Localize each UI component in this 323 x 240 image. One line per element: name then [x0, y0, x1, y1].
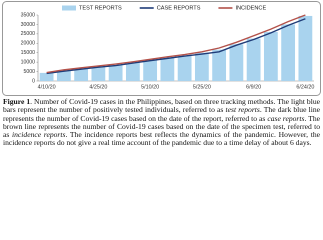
- bar: [246, 38, 261, 81]
- bar: [143, 60, 158, 81]
- bar: [212, 49, 227, 81]
- caption-text: Figure 1: [3, 97, 31, 106]
- bar: [194, 52, 209, 81]
- caption-text: case reports: [267, 113, 305, 123]
- caption-text: test reports: [225, 105, 260, 115]
- x-tick-label: 4/25/20: [89, 84, 107, 90]
- bar: [125, 62, 140, 81]
- caption-text: . The dark blue line represents the numb…: [3, 105, 320, 123]
- bar: [177, 55, 192, 81]
- legend-label: INCIDENCE: [235, 5, 266, 11]
- bar: [108, 64, 123, 81]
- x-tick-label: 5/25/20: [193, 84, 211, 90]
- caption-text: . Number of Covid-19 cases in the Philip…: [3, 97, 320, 115]
- x-tick-label: 4/10/20: [38, 84, 56, 90]
- bar: [56, 70, 71, 81]
- y-tick-label: 15000: [21, 50, 36, 56]
- line: [46, 14, 306, 74]
- caption-text: incidence reports: [12, 130, 66, 140]
- figure-chart: 0 5000 10000 15000 20000 25000 30000 35000 4/10/…: [2, 1, 321, 96]
- legend-swatch: [62, 5, 76, 11]
- bar: [229, 44, 244, 81]
- y-tick-label: 30000: [21, 22, 36, 28]
- page: {"chart_data": {"type": "bar-line", "cat…: [2, 1, 321, 148]
- y-tick-label: 35000: [21, 12, 36, 18]
- bar: [263, 31, 278, 81]
- caption-text: . The incidence reports best reflects th…: [3, 130, 320, 148]
- y-tick-label: 5000: [23, 69, 35, 75]
- y-tick-label: 10000: [21, 60, 36, 66]
- x-tick-label: 6/9/20: [246, 84, 261, 90]
- x-tick-label: 6/24/20: [296, 84, 314, 90]
- bar: [160, 57, 175, 81]
- legend-label: TEST REPORTS: [79, 5, 122, 11]
- bar: [91, 66, 106, 81]
- bar: [74, 68, 89, 81]
- y-tick-label: 25000: [21, 31, 36, 37]
- line: [46, 18, 306, 75]
- legend-label: CASE REPORTS: [157, 5, 201, 11]
- y-tick-label: 20000: [21, 41, 36, 47]
- bar: [298, 15, 313, 82]
- bar: [281, 24, 296, 81]
- x-tick-label: 5/10/20: [141, 84, 159, 90]
- bar: [39, 72, 54, 81]
- y-tick-label: 0: [32, 78, 35, 84]
- caption-text: . The brown line represents the number o…: [3, 113, 320, 140]
- figure-caption: Figure 1. Number of Covid-19 cases in th…: [3, 97, 320, 148]
